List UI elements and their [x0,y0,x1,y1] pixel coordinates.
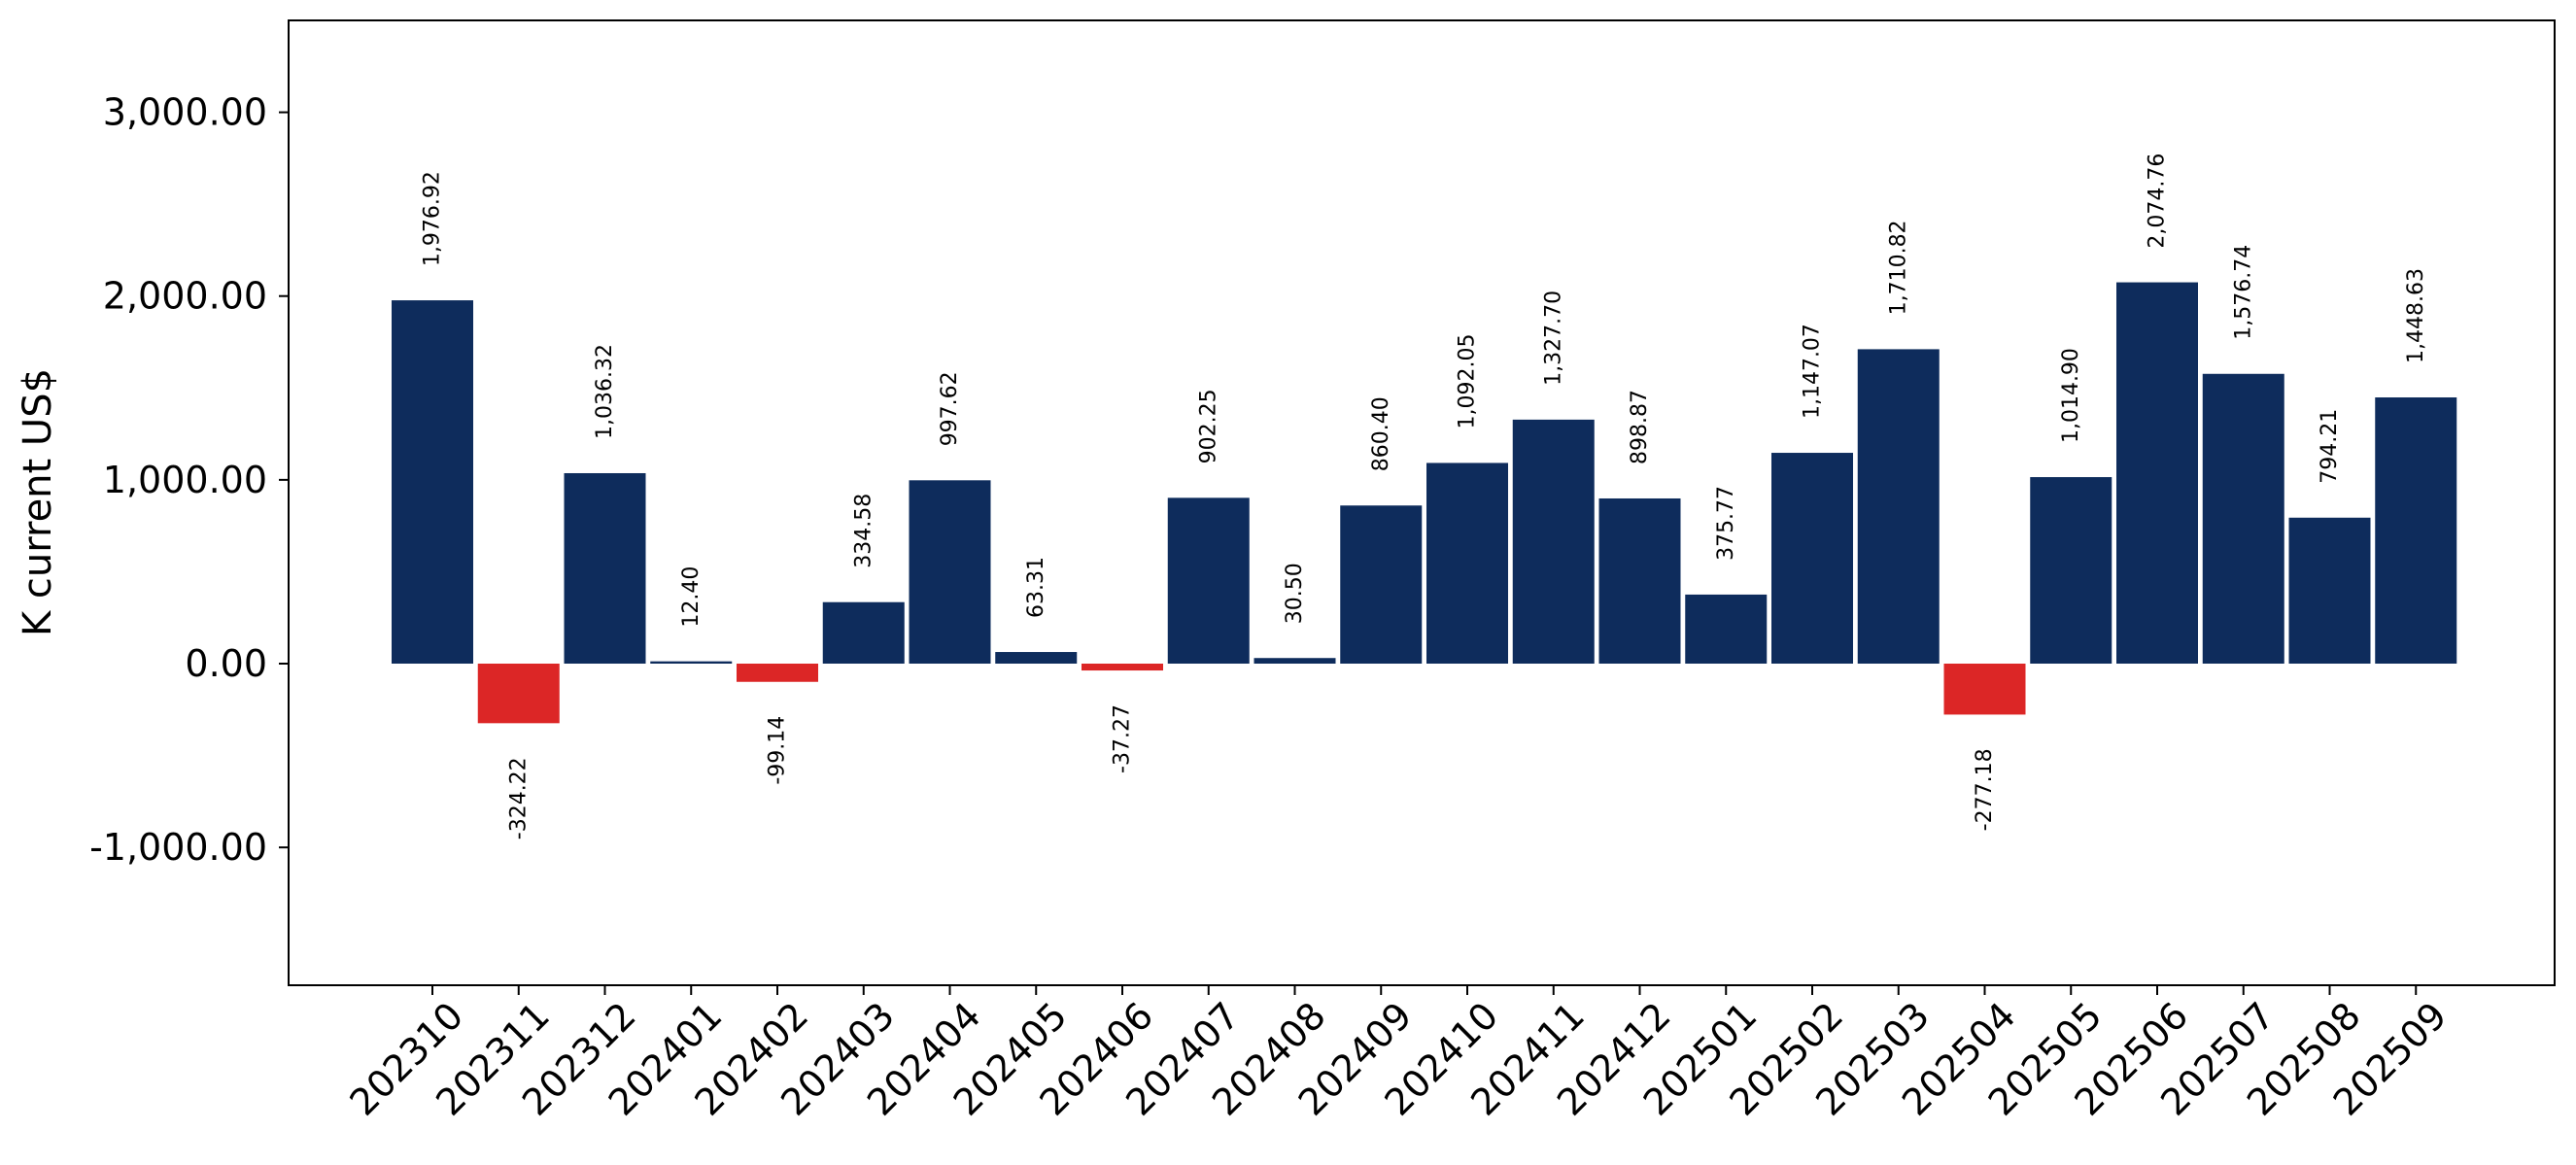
data-label-202411: 1,327.70 [1541,291,1565,386]
data-label-202507: 1,576.74 [2231,245,2255,340]
bar-202508 [2288,517,2371,664]
data-labels-group: 1,976.92 -324.22 1,036.32 12.40 -99.14 334.58… [421,154,2428,840]
data-label-202505: 1,014.90 [2059,348,2083,443]
data-label-202312: 1,036.32 [593,344,617,439]
data-label-202503: 1,710.82 [1886,220,1910,315]
bar-202310 [392,300,473,664]
data-label-202407: 902.25 [1196,389,1220,463]
data-label-202405: 63.31 [1024,557,1048,618]
y-tick-label-4: 3,000.00 [103,91,267,134]
y-tick-label-2: 1,000.00 [103,459,267,501]
bar-202503 [1857,349,1940,664]
bars-group [392,282,2457,724]
y-tick-label-3: 2,000.00 [103,275,267,318]
bar-202407 [1167,497,1250,664]
bar-202406 [1082,664,1163,671]
bar-202402 [737,664,818,682]
data-label-202408: 30.50 [1283,563,1307,624]
bar-202502 [1771,453,1853,664]
y-axis: -1,000.00 0.00 1,000.00 2,000.00 3,000.00 [89,91,289,869]
data-label-202404: 997.62 [938,371,962,446]
data-label-202504: -277.18 [1973,748,1997,831]
x-axis: 2023102023112023122024012024022024032024… [341,985,2455,1124]
bar-202404 [909,480,991,664]
bar-202411 [1512,419,1595,664]
y-axis-label: K current US$ [16,368,60,636]
y-tick-label-1: 0.00 [185,642,267,685]
data-label-202509: 1,448.63 [2404,268,2428,363]
bar-202509 [2375,397,2457,664]
data-label-202403: 334.58 [851,494,876,568]
data-label-202310: 1,976.92 [421,171,445,266]
y-tick-label-0: -1,000.00 [89,826,267,869]
data-label-202412: 898.87 [1628,390,1652,464]
bar-202408 [1254,658,1336,664]
data-label-202502: 1,147.07 [1801,324,1825,419]
plot-frame [288,19,2556,986]
data-label-202501: 375.77 [1714,486,1738,561]
bar-202504 [1943,664,2026,715]
bar-202409 [1340,505,1423,664]
bar-202405 [995,652,1078,664]
data-label-202409: 860.40 [1369,396,1393,471]
bar-202501 [1685,594,1768,664]
bar-202311 [477,664,560,724]
data-label-202401: 12.40 [679,566,704,628]
data-label-202406: -37.27 [1111,704,1135,773]
bar-202410 [1426,463,1508,664]
bar-202507 [2202,373,2284,664]
bar-202505 [2030,477,2112,664]
data-label-202410: 1,092.05 [1456,333,1480,428]
data-label-202508: 794.21 [2318,409,2342,484]
bar-202403 [822,601,905,664]
data-label-202506: 2,074.76 [2146,154,2170,249]
bar-202506 [2116,282,2198,664]
bar-202401 [650,661,733,664]
data-label-202311: -324.22 [506,757,531,839]
data-label-202402: -99.14 [766,716,790,785]
bar-202312 [564,472,646,664]
bar-202412 [1598,497,1681,664]
